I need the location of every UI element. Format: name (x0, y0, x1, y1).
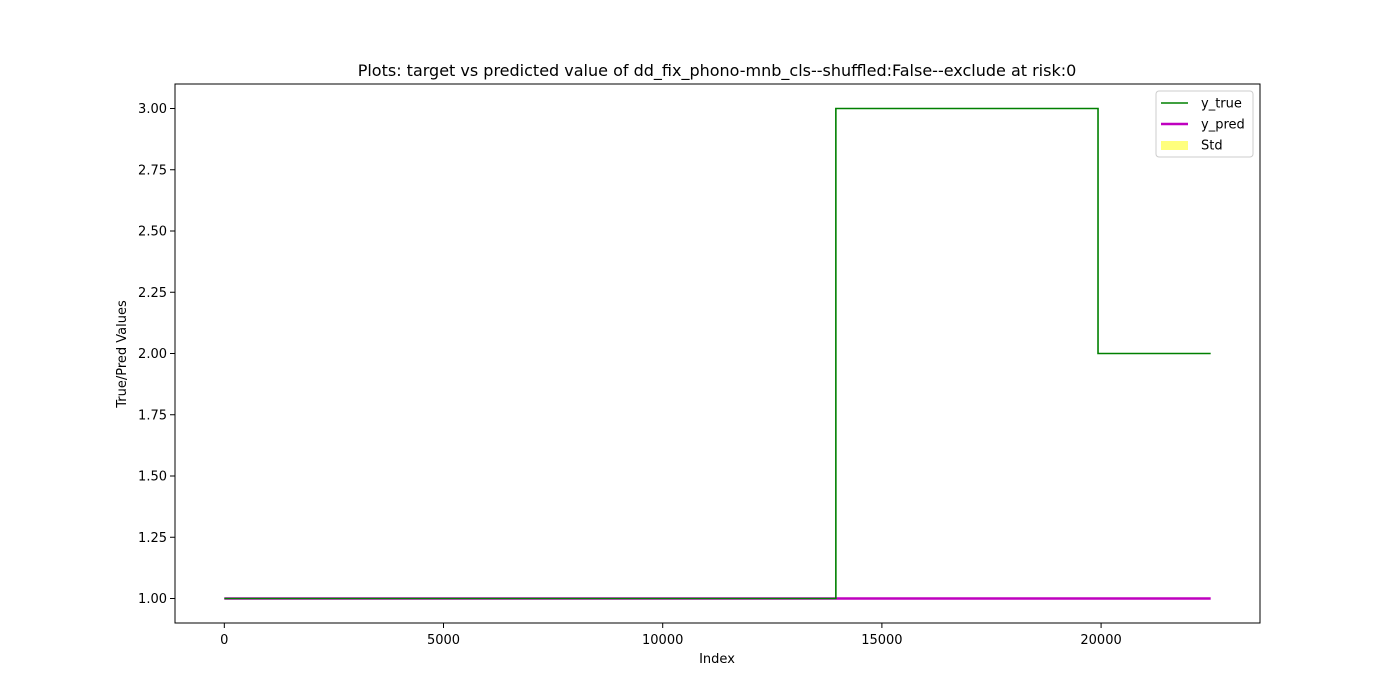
plot-area (224, 107, 1211, 600)
series-line-y-true (224, 107, 1211, 600)
x-tick-label: 5000 (427, 633, 460, 648)
chart-title: Plots: target vs predicted value of dd_f… (358, 61, 1077, 81)
y-axis-label: True/Pred Values (115, 300, 130, 409)
y-tick-label: 1.50 (138, 470, 167, 485)
x-tick-label: 0 (220, 633, 228, 648)
x-tick-label: 15000 (861, 633, 902, 648)
y-tick-label: 3.00 (138, 102, 167, 117)
legend-swatch-std (1161, 141, 1188, 150)
axis-ticks: 0 5000 10000 15000 20000 1.00 1.25 1.50 1.75 2.00… (138, 102, 1122, 648)
legend-label-std: Std (1201, 139, 1223, 154)
y-tick-label: 2.75 (138, 163, 167, 178)
x-tick-label: 10000 (642, 633, 683, 648)
y-tick-label: 1.25 (138, 531, 167, 546)
y-tick-label: 1.75 (138, 408, 167, 423)
y-tick-label: 1.00 (138, 592, 167, 607)
legend-box (1155, 90, 1254, 158)
y-tick-label: 2.25 (138, 286, 167, 301)
legend-label-y-pred: y_pred (1201, 118, 1245, 133)
x-tick-label: 20000 (1080, 633, 1121, 648)
y-tick-label: 2.00 (138, 347, 167, 362)
x-axis-label: Index (699, 652, 735, 667)
legend: y_true y_pred Std (1155, 90, 1254, 158)
legend-label-y-true: y_true (1201, 97, 1242, 112)
y-tick-label: 2.50 (138, 225, 167, 240)
